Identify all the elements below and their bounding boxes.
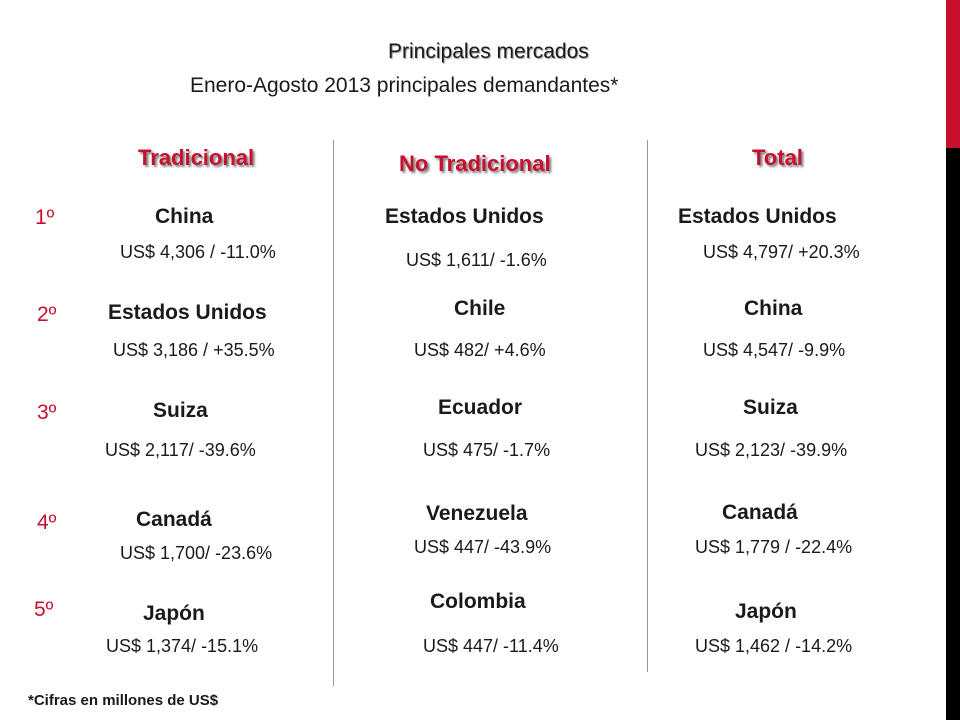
country-name: Colombia <box>430 590 526 613</box>
country-name: Suiza <box>743 396 798 419</box>
market-value: US$ 4,547/ -9.9% <box>703 340 846 360</box>
column-heading-no-tradicional: No Tradicional <box>399 151 551 176</box>
market-value: US$ 2,117/ -39.6% <box>105 440 256 460</box>
slide-edge-bar <box>946 0 960 720</box>
country-name: Suiza <box>153 399 208 422</box>
country-name: China <box>155 205 214 228</box>
country-name: Canadá <box>722 501 798 524</box>
slide-edge-accent <box>946 0 960 148</box>
column-heading-total: Total <box>752 145 803 170</box>
country-name: China <box>744 297 803 320</box>
country-name: Estados Unidos <box>678 205 837 228</box>
slide-subtitle: Enero-Agosto 2013 principales demandante… <box>190 74 619 97</box>
column-heading-tradicional: Tradicional <box>138 145 255 170</box>
country-name: Japón <box>735 600 797 623</box>
rank-label: 1º <box>35 206 55 229</box>
market-value: US$ 475/ -1.7% <box>423 440 551 460</box>
country-name: Chile <box>454 297 506 320</box>
country-name: Estados Unidos <box>108 301 267 324</box>
market-value: US$ 1,462 / -14.2% <box>695 636 853 656</box>
slide-title: Principales mercados <box>388 40 589 63</box>
country-name: Ecuador <box>438 396 523 419</box>
market-value: US$ 1,611/ -1.6% <box>406 250 547 270</box>
country-name: Canadá <box>136 508 212 531</box>
market-value: US$ 447/ -43.9% <box>414 537 552 557</box>
market-value: US$ 4,797/ +20.3% <box>703 242 860 262</box>
market-value: US$ 482/ +4.6% <box>414 340 546 360</box>
column-divider <box>647 140 648 672</box>
footnote: *Cifras en millones de US$ <box>28 692 219 709</box>
country-name: Estados Unidos <box>385 205 544 228</box>
country-name: Venezuela <box>426 502 528 525</box>
market-value: US$ 1,779 / -22.4% <box>695 537 853 557</box>
rank-label: 2º <box>37 303 57 326</box>
market-value: US$ 3,186 / +35.5% <box>113 340 275 360</box>
market-value: US$ 4,306 / -11.0% <box>120 242 276 262</box>
market-value: US$ 1,374/ -15.1% <box>106 636 259 656</box>
rank-label: 4º <box>37 511 57 534</box>
rank-label: 3º <box>37 401 57 424</box>
rank-label: 5º <box>34 598 54 621</box>
market-value: US$ 447/ -11.4% <box>423 636 559 656</box>
market-value: US$ 1,700/ -23.6% <box>120 543 273 563</box>
column-divider <box>333 140 334 686</box>
market-value: US$ 2,123/ -39.9% <box>695 440 848 460</box>
country-name: Japón <box>143 602 205 625</box>
